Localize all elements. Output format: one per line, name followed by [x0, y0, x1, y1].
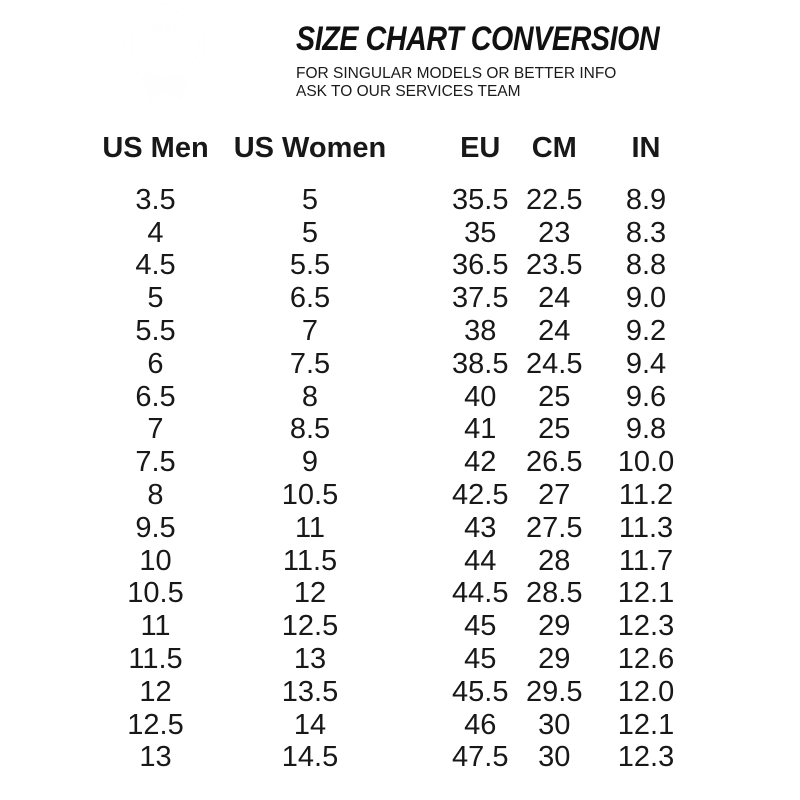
svg-text:BEST: BEST: [151, 24, 179, 34]
svg-text:SINCE: SINCE: [152, 60, 178, 67]
svg-text:QUALITY: QUALITY: [142, 41, 189, 51]
